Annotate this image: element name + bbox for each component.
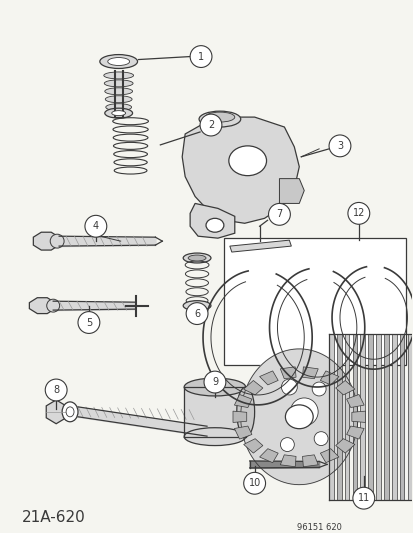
FancyBboxPatch shape xyxy=(223,238,406,365)
Polygon shape xyxy=(335,439,354,453)
Polygon shape xyxy=(233,411,246,423)
Polygon shape xyxy=(302,367,318,379)
Polygon shape xyxy=(234,426,252,439)
Polygon shape xyxy=(335,381,354,395)
Ellipse shape xyxy=(47,299,59,312)
Ellipse shape xyxy=(62,402,78,422)
Polygon shape xyxy=(344,334,349,500)
Polygon shape xyxy=(351,411,365,423)
Polygon shape xyxy=(383,334,388,500)
Text: 6: 6 xyxy=(194,309,199,319)
Text: 96151 620: 96151 620 xyxy=(297,522,342,531)
Circle shape xyxy=(243,472,265,494)
Circle shape xyxy=(204,371,225,393)
Polygon shape xyxy=(46,400,66,424)
Polygon shape xyxy=(346,394,363,408)
Ellipse shape xyxy=(106,104,131,111)
Polygon shape xyxy=(368,334,372,500)
Ellipse shape xyxy=(285,405,312,429)
Text: 9: 9 xyxy=(211,377,218,387)
Polygon shape xyxy=(328,334,333,500)
Ellipse shape xyxy=(204,112,234,122)
Text: 3: 3 xyxy=(336,141,342,151)
Text: 1: 1 xyxy=(197,52,204,62)
Ellipse shape xyxy=(66,407,74,417)
Polygon shape xyxy=(259,449,278,463)
Ellipse shape xyxy=(107,58,129,66)
Ellipse shape xyxy=(104,108,132,118)
Circle shape xyxy=(85,215,107,237)
Circle shape xyxy=(347,203,369,224)
Polygon shape xyxy=(243,381,262,395)
Polygon shape xyxy=(407,334,411,500)
Polygon shape xyxy=(240,349,357,484)
Ellipse shape xyxy=(290,398,317,426)
Circle shape xyxy=(186,303,207,325)
Ellipse shape xyxy=(228,146,266,176)
Polygon shape xyxy=(360,334,364,500)
Text: 10: 10 xyxy=(248,478,260,488)
Polygon shape xyxy=(320,449,338,463)
Polygon shape xyxy=(375,334,380,500)
Ellipse shape xyxy=(184,427,245,446)
Circle shape xyxy=(328,135,350,157)
Ellipse shape xyxy=(209,384,221,390)
Circle shape xyxy=(199,114,221,136)
Polygon shape xyxy=(302,455,318,467)
Text: 7: 7 xyxy=(275,209,282,220)
Polygon shape xyxy=(190,204,234,238)
Text: 5: 5 xyxy=(85,318,92,327)
Polygon shape xyxy=(399,334,404,500)
Ellipse shape xyxy=(199,111,240,127)
Ellipse shape xyxy=(105,96,132,103)
Ellipse shape xyxy=(206,219,223,232)
Text: 4: 4 xyxy=(93,221,99,231)
Polygon shape xyxy=(229,240,291,252)
Polygon shape xyxy=(336,334,341,500)
Polygon shape xyxy=(352,334,356,500)
Text: 2: 2 xyxy=(207,120,214,130)
Polygon shape xyxy=(33,232,59,250)
Circle shape xyxy=(45,379,67,401)
Polygon shape xyxy=(243,439,262,453)
Text: 8: 8 xyxy=(53,385,59,395)
Polygon shape xyxy=(234,394,252,408)
Ellipse shape xyxy=(236,387,254,437)
Ellipse shape xyxy=(104,80,133,87)
Circle shape xyxy=(190,46,211,68)
Ellipse shape xyxy=(184,378,245,396)
Ellipse shape xyxy=(50,234,64,248)
Circle shape xyxy=(268,204,290,225)
Ellipse shape xyxy=(313,432,327,446)
Polygon shape xyxy=(280,455,295,467)
Polygon shape xyxy=(280,367,295,379)
Text: 21A-620: 21A-620 xyxy=(22,511,85,526)
Polygon shape xyxy=(320,371,338,385)
Text: 12: 12 xyxy=(352,208,364,219)
Ellipse shape xyxy=(183,301,211,311)
Ellipse shape xyxy=(281,379,297,395)
Ellipse shape xyxy=(183,253,211,263)
Ellipse shape xyxy=(100,54,137,68)
Polygon shape xyxy=(182,117,299,223)
Ellipse shape xyxy=(112,111,125,116)
Ellipse shape xyxy=(311,382,325,396)
Circle shape xyxy=(352,487,374,509)
Ellipse shape xyxy=(104,88,132,95)
Polygon shape xyxy=(391,334,396,500)
Circle shape xyxy=(78,312,100,334)
Polygon shape xyxy=(29,298,55,313)
Ellipse shape xyxy=(280,438,294,451)
Polygon shape xyxy=(279,179,304,204)
Ellipse shape xyxy=(104,72,133,79)
Text: 11: 11 xyxy=(357,493,369,503)
Polygon shape xyxy=(346,426,363,439)
Ellipse shape xyxy=(188,255,206,261)
Polygon shape xyxy=(259,371,278,385)
